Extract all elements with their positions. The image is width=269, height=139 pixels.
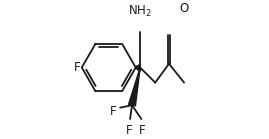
Text: O: O: [179, 2, 189, 15]
Text: F: F: [110, 105, 117, 118]
Text: NH$_2$: NH$_2$: [128, 3, 152, 19]
Text: F: F: [139, 124, 146, 137]
Text: F: F: [74, 61, 80, 74]
Polygon shape: [129, 68, 140, 106]
Text: F: F: [126, 124, 132, 137]
